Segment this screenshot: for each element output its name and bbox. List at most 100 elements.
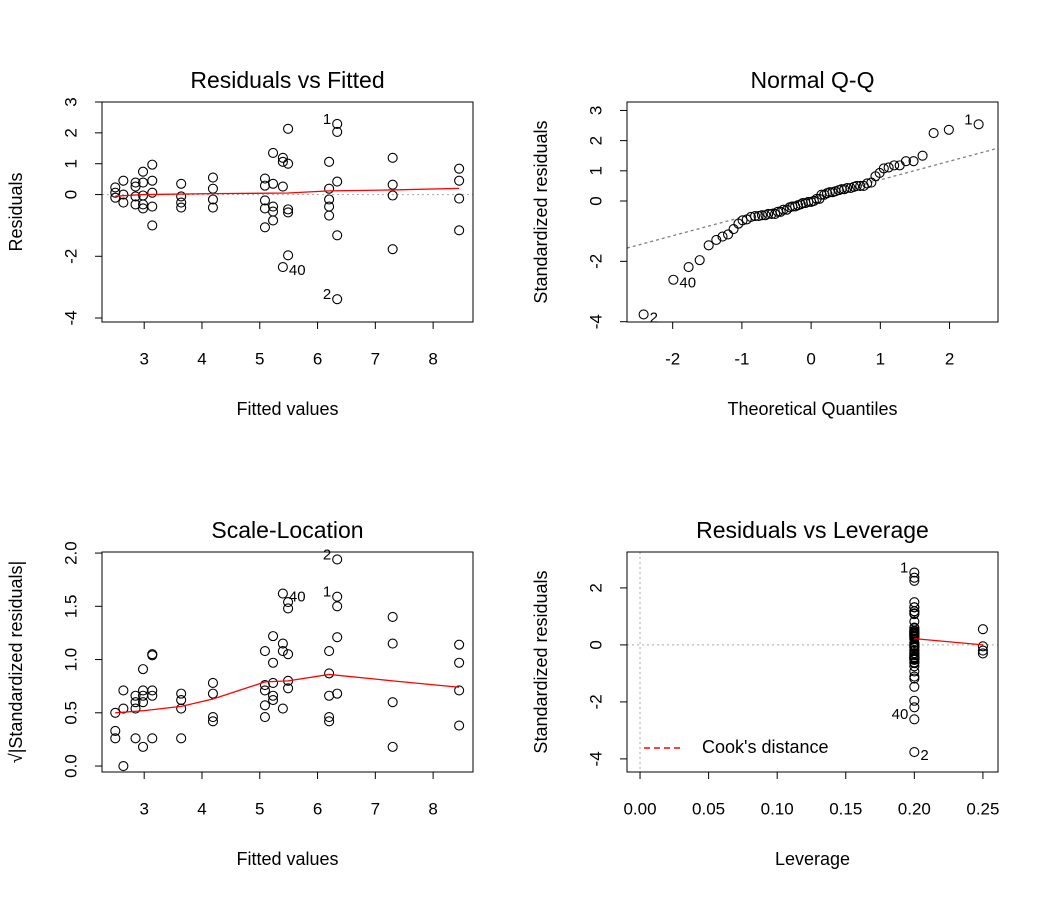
point — [268, 215, 279, 226]
point — [909, 602, 920, 613]
point — [259, 222, 271, 233]
point-label: 2 — [920, 747, 928, 764]
point — [324, 210, 335, 221]
y-tick-label: 0 — [586, 640, 605, 649]
point — [909, 622, 920, 633]
point — [283, 158, 294, 169]
point — [855, 180, 866, 191]
point — [118, 197, 129, 208]
point — [324, 183, 335, 194]
point — [176, 703, 187, 714]
point — [928, 128, 939, 139]
point — [332, 126, 343, 137]
point — [130, 191, 141, 202]
point — [130, 733, 141, 744]
point — [324, 645, 335, 657]
plot-box — [626, 551, 999, 773]
x-tick-label: 0.20 — [898, 799, 931, 818]
point — [332, 294, 343, 305]
x-tick-label: 0.15 — [829, 799, 862, 818]
point — [883, 162, 894, 173]
point-label: 2 — [650, 309, 658, 326]
point — [137, 741, 149, 752]
point — [283, 207, 294, 218]
chart-title: Residuals vs Leverage — [696, 517, 929, 543]
point — [750, 211, 761, 222]
point — [781, 204, 792, 215]
point — [147, 690, 158, 701]
point — [277, 152, 288, 163]
point — [259, 173, 271, 184]
point — [454, 639, 465, 650]
plot-area — [102, 118, 473, 305]
point — [894, 160, 905, 171]
point — [723, 229, 734, 240]
point — [277, 703, 288, 714]
y-tick-label: -2 — [586, 694, 605, 709]
point — [909, 572, 920, 583]
y-tick-label: 0.5 — [61, 701, 80, 725]
point — [454, 225, 465, 236]
point — [283, 250, 294, 261]
y-tick-label: -4 — [61, 310, 80, 325]
point — [207, 183, 219, 194]
x-tick-label: 2 — [945, 349, 954, 368]
x-tick-label: 6 — [313, 799, 322, 818]
point — [878, 163, 889, 174]
point — [770, 208, 781, 220]
y-tick-label: 0.0 — [61, 754, 80, 778]
y-axis-title: Standardized residuals — [531, 570, 551, 753]
point — [763, 208, 774, 220]
point — [454, 163, 465, 174]
y-tick-label: 1.0 — [61, 648, 80, 672]
point-label: 40 — [289, 262, 306, 279]
plot-box — [101, 101, 474, 323]
point-label: 2 — [323, 546, 331, 563]
y-tick-label: 2 — [586, 136, 605, 145]
point — [268, 657, 279, 668]
point — [268, 201, 279, 212]
y-tick-label: -2 — [61, 249, 80, 264]
point — [324, 668, 335, 679]
point — [775, 206, 786, 217]
point-label: 40 — [892, 706, 909, 723]
point — [756, 210, 768, 221]
y-tick-label: -4 — [586, 314, 605, 329]
point — [130, 177, 141, 188]
point — [277, 262, 288, 273]
chart-title: Normal Q-Q — [751, 67, 875, 93]
x-tick-label: 6 — [313, 349, 322, 368]
point — [454, 657, 465, 668]
point — [973, 119, 984, 130]
point — [130, 703, 141, 714]
point — [745, 211, 756, 223]
y-axis-title: Standardized residuals — [531, 120, 551, 303]
y-tick-label: -2 — [586, 254, 605, 269]
x-tick-label: 4 — [197, 799, 206, 818]
point — [909, 747, 920, 758]
point — [387, 244, 398, 255]
point — [283, 123, 294, 134]
x-tick-label: 3 — [139, 799, 148, 818]
point — [268, 694, 279, 706]
point — [283, 204, 294, 215]
y-axis-title: Residuals — [6, 172, 26, 251]
point — [277, 588, 288, 599]
point-label: 40 — [289, 588, 306, 605]
point — [268, 178, 279, 189]
point — [703, 240, 714, 251]
point — [909, 597, 920, 608]
x-tick-label: 5 — [255, 799, 264, 818]
x-axis-title: Fitted values — [236, 399, 338, 419]
point — [728, 224, 739, 235]
point — [176, 202, 187, 213]
y-tick-label: 2 — [61, 128, 80, 137]
point — [808, 195, 819, 207]
point — [454, 193, 465, 204]
point — [717, 231, 728, 242]
point — [387, 152, 398, 163]
y-tick-label: 3 — [586, 106, 605, 115]
x-tick-label: 0.25 — [966, 799, 999, 818]
point — [259, 645, 271, 657]
